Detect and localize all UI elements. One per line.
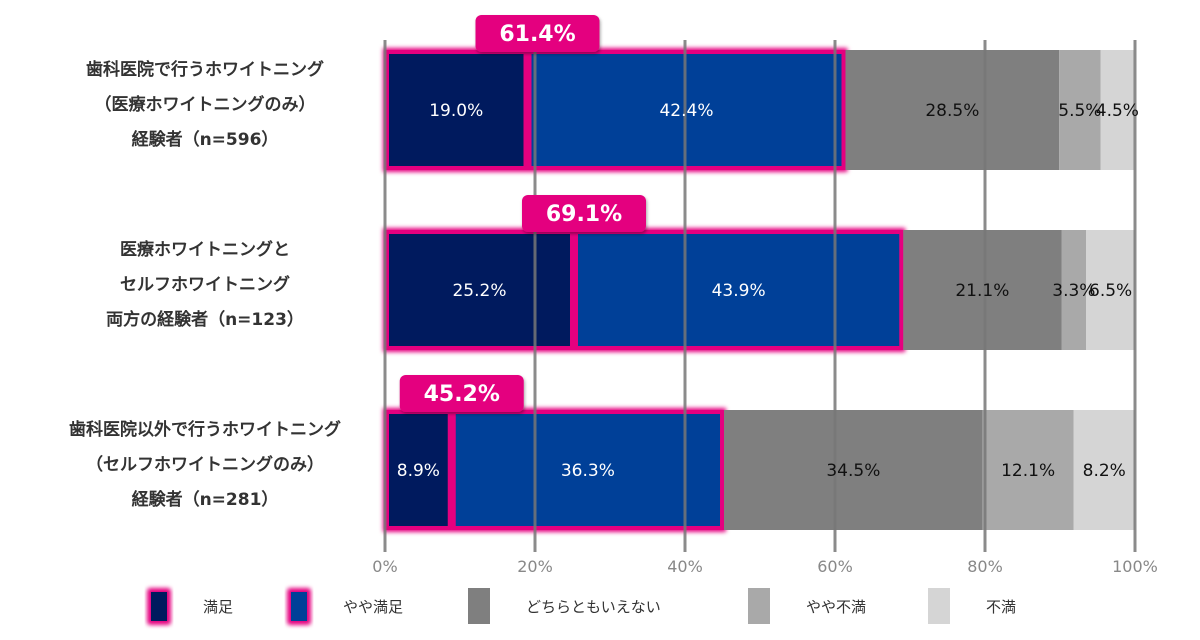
data-label: 36.3%: [561, 461, 615, 481]
legend-swatch: [928, 588, 950, 624]
data-label: 25.2%: [452, 281, 506, 301]
legend-label: 不満: [986, 598, 1016, 616]
x-tick-label: 20%: [517, 557, 553, 576]
data-label: 4.5%: [1096, 101, 1139, 121]
satisfied-total-box: [522, 195, 646, 232]
legend-label: どちらともいえない: [526, 598, 661, 616]
data-label: 34.5%: [826, 461, 880, 481]
bar-segment: [578, 234, 900, 346]
satisfied-total-box: [399, 375, 524, 412]
x-tick-label: 80%: [967, 557, 1003, 576]
bar-segment: [903, 230, 1062, 350]
bar-segment: [455, 414, 720, 526]
data-label: 6.5%: [1089, 281, 1132, 301]
bar-segment: [845, 50, 1060, 170]
category-label: 歯科医院以外で行うホワイトニング: [69, 419, 341, 440]
category-label: 経験者（n=281）: [132, 489, 279, 510]
data-label: 8.2%: [1083, 461, 1126, 481]
category-label: 医療ホワイトニングと: [120, 239, 290, 260]
legend-label: やや不満: [806, 598, 866, 616]
category-label: （医療ホワイトニングのみ）: [95, 94, 316, 115]
bar-segment: [389, 54, 524, 166]
satisfied-total-label: 45.2%: [424, 382, 500, 407]
data-label: 42.4%: [659, 101, 713, 121]
satisfied-total-label: 61.4%: [499, 22, 575, 47]
legend-swatch: [468, 588, 490, 624]
x-tick-label: 100%: [1112, 557, 1158, 576]
bar-segment: [1100, 50, 1135, 170]
category-label: 歯科医院で行うホワイトニング: [86, 59, 324, 80]
data-label: 5.5%: [1058, 101, 1101, 121]
x-tick-label: 0%: [372, 557, 397, 576]
bar-segment: [724, 410, 983, 530]
data-label: 3.3%: [1052, 281, 1095, 301]
category-label: 両方の経験者（n=123）: [106, 309, 304, 330]
bar-segment: [1073, 410, 1135, 530]
data-label: 12.1%: [1001, 461, 1055, 481]
satisfied-total-label: 69.1%: [546, 202, 622, 227]
data-label: 8.9%: [397, 461, 440, 481]
category-label: セルフホワイトニング: [120, 274, 290, 295]
bar-segment: [389, 414, 448, 526]
legend-swatch: [291, 592, 307, 621]
legend-label: やや満足: [343, 598, 403, 616]
bar-segment: [1061, 230, 1087, 350]
bar-segment: [982, 410, 1074, 530]
legend-label: 満足: [203, 598, 233, 616]
x-tick-label: 40%: [667, 557, 703, 576]
data-label: 21.1%: [955, 281, 1009, 301]
satisfied-total-box: [475, 15, 600, 52]
legend-swatch: [748, 588, 770, 624]
bar-segment: [389, 234, 570, 346]
data-label: 19.0%: [429, 101, 483, 121]
data-label: 43.9%: [712, 281, 766, 301]
category-label: 経験者（n=596）: [132, 129, 279, 150]
bar-segment: [1059, 50, 1101, 170]
data-label: 28.5%: [925, 101, 979, 121]
legend-swatch: [151, 592, 167, 621]
category-label: （セルフホワイトニングのみ）: [86, 454, 324, 475]
x-tick-label: 60%: [817, 557, 853, 576]
bar-segment: [1086, 230, 1135, 350]
